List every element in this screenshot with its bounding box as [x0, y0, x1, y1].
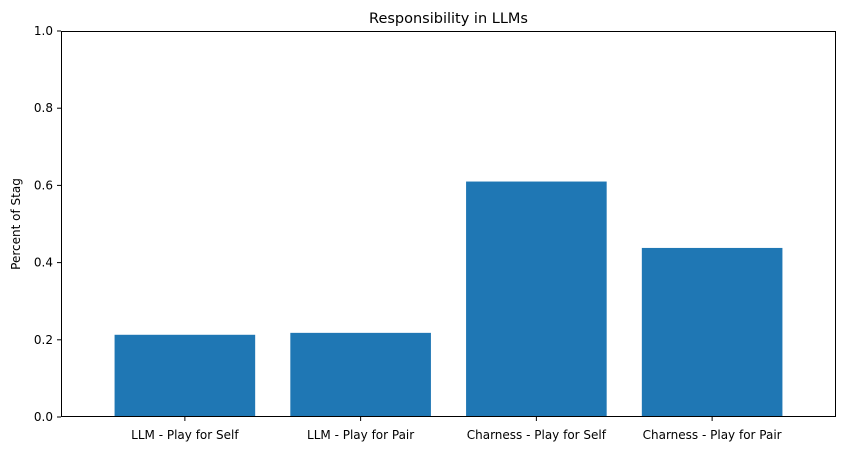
bar-1 — [114, 334, 256, 417]
y-axis-ticks: 0.0 0.2 0.4 0.6 0.8 1.0 — [34, 24, 61, 424]
chart-title: Responsibility in LLMs — [369, 11, 528, 27]
x-tick-label: Charness - Play for Self — [467, 428, 607, 442]
y-tick-label: 1.0 — [34, 24, 53, 38]
y-tick-label: 0.2 — [34, 333, 53, 347]
x-axis-ticks: LLM - Play for Self LLM - Play for Pair Ch… — [131, 417, 782, 442]
bars — [114, 181, 783, 417]
bar-4 — [641, 247, 783, 417]
y-tick-label: 0.6 — [34, 178, 53, 192]
bar-3 — [466, 181, 607, 417]
y-tick-label: 0.8 — [34, 101, 53, 115]
x-tick-label: LLM - Play for Pair — [307, 428, 414, 442]
plot-frame — [61, 31, 836, 417]
x-tick-label: Charness - Play for Pair — [643, 428, 782, 442]
bar-2 — [290, 332, 431, 417]
x-tick-label: LLM - Play for Self — [131, 428, 239, 442]
y-tick-label: 0.4 — [34, 256, 53, 270]
y-tick-label: 0.0 — [34, 410, 53, 424]
y-axis-label: Percent of Stag — [9, 178, 23, 270]
